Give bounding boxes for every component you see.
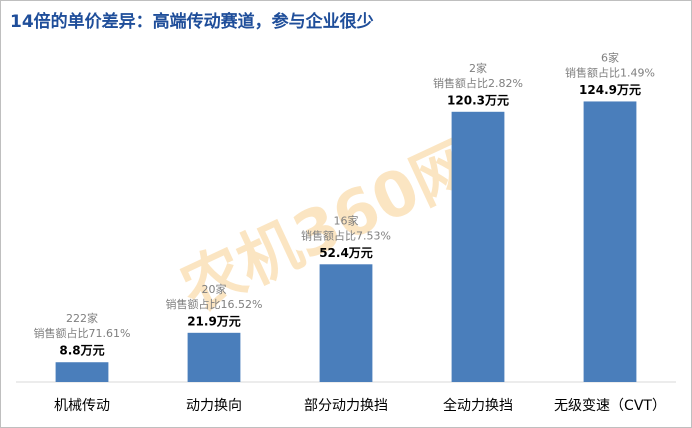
value-label: 124.9万元 — [579, 83, 641, 97]
x-tick-label: 动力换向 — [186, 397, 242, 414]
bar — [319, 264, 373, 382]
bar — [187, 332, 241, 382]
company-count: 16家 — [334, 213, 359, 227]
bar — [55, 362, 109, 382]
company-count: 2家 — [469, 61, 487, 75]
share-label: 销售额占比71.61% — [34, 326, 131, 340]
value-label: 120.3万元 — [447, 93, 509, 107]
x-tick-label: 无级变速（CVT） — [554, 398, 666, 414]
chart-title: 14倍的单价差异：高端传动赛道，参与企业很少 — [10, 11, 374, 32]
share-label: 销售额占比7.53% — [301, 228, 391, 242]
share-label: 销售额占比1.49% — [565, 65, 655, 79]
company-count: 222家 — [66, 311, 98, 325]
share-label: 销售额占比2.82% — [433, 76, 523, 90]
value-label: 21.9万元 — [187, 314, 241, 328]
share-label: 销售额占比16.52% — [166, 297, 263, 311]
company-count: 20家 — [202, 282, 227, 296]
bar — [451, 111, 505, 382]
x-tick-label: 全动力换挡 — [443, 397, 513, 414]
company-count: 6家 — [601, 50, 619, 64]
x-tick-label: 机械传动 — [54, 398, 110, 414]
x-tick-label: 部分动力换挡 — [304, 397, 388, 414]
bar — [583, 101, 637, 382]
value-label: 52.4万元 — [319, 246, 373, 260]
value-label: 8.8万元 — [59, 344, 104, 358]
